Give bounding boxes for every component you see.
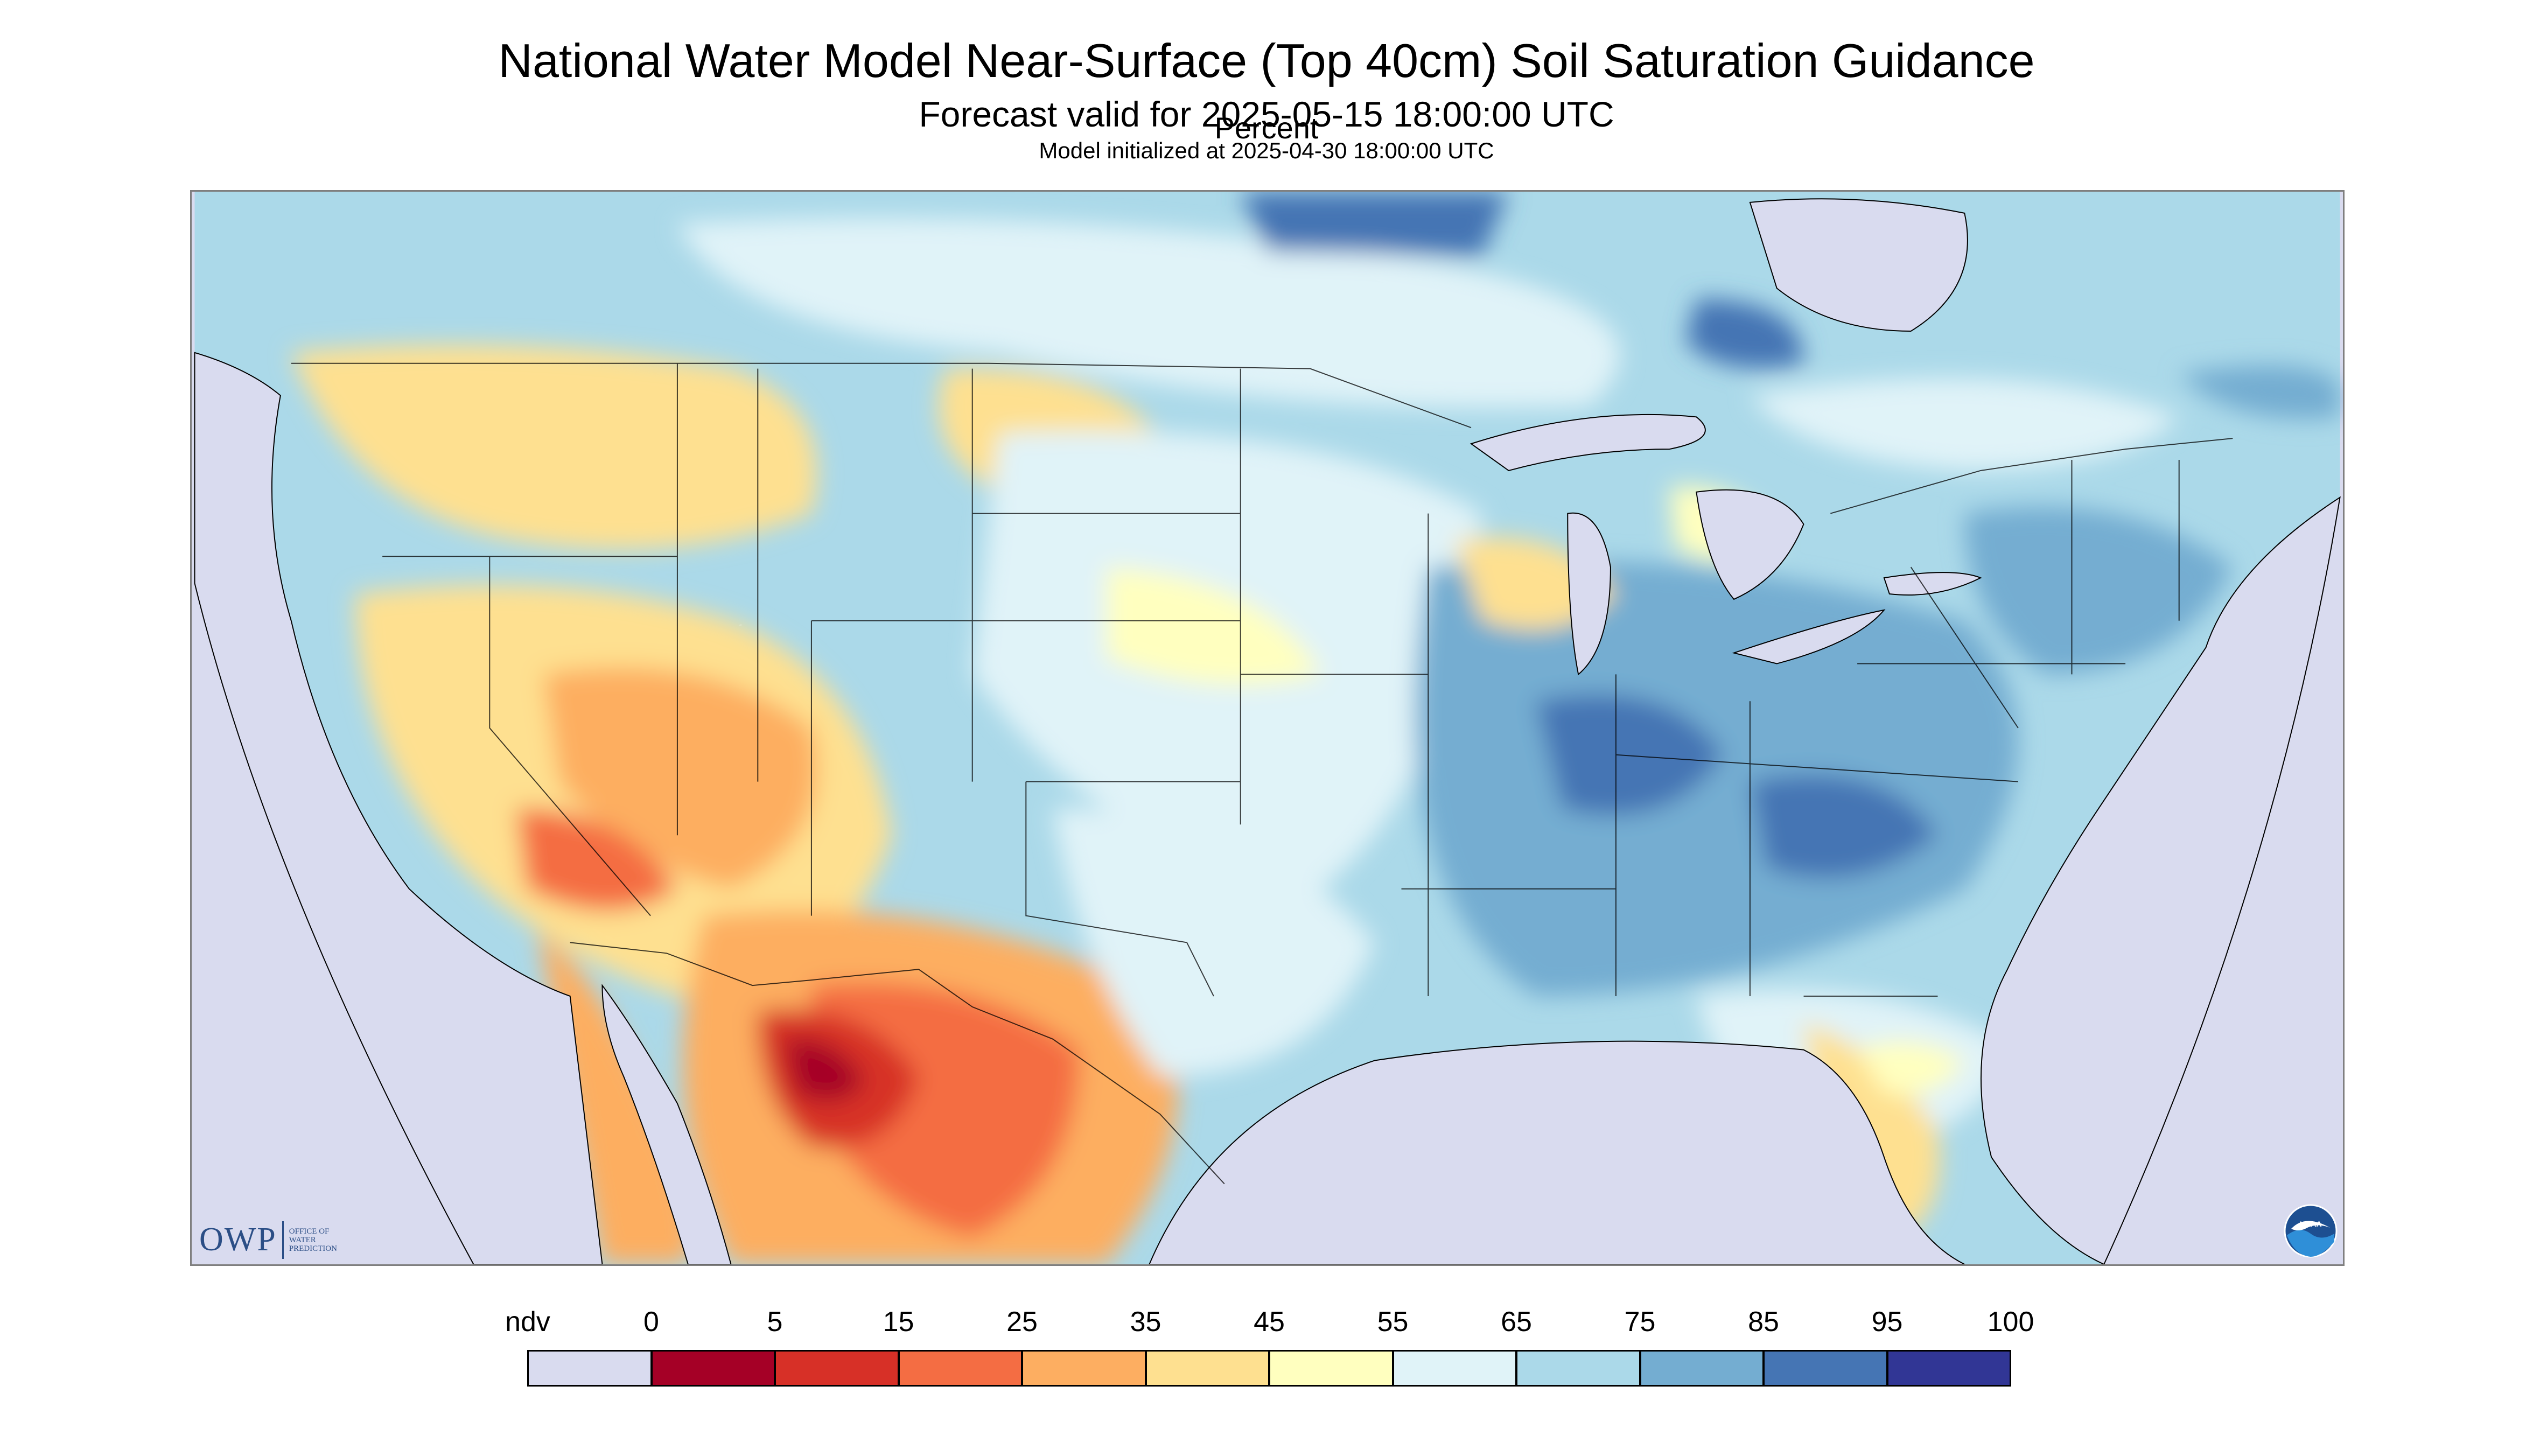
legend-swatch	[1145, 1350, 1270, 1387]
legend-swatch	[1021, 1350, 1146, 1387]
lake-michigan	[1567, 512, 1611, 676]
legend-tick-label: 5	[767, 1306, 783, 1338]
legend-tick-label: 45	[1254, 1306, 1285, 1338]
map-title: National Water Model Near-Surface (Top 4…	[498, 34, 2035, 87]
legend-unit-label: Percent	[1214, 111, 1319, 145]
legend-swatch	[1763, 1350, 1888, 1387]
legend-tick-label: 15	[883, 1306, 914, 1338]
owp-sub-line: WATER	[289, 1235, 316, 1244]
legend-swatch	[1516, 1350, 1641, 1387]
saturation-map[interactable]	[192, 192, 2343, 1264]
legend-tick-label: 85	[1748, 1306, 1779, 1338]
legend-tick-label: 95	[1871, 1306, 1903, 1338]
legend-tick-label: 0	[643, 1306, 659, 1338]
owp-logo[interactable]: OWP OFFICE OF WATER PREDICTION	[199, 1221, 337, 1259]
legend-tick-label: 65	[1501, 1306, 1532, 1338]
canada-us-border	[291, 362, 2233, 514]
owp-sub-line: PREDICTION	[289, 1244, 337, 1253]
owp-logo-text: OWP	[199, 1221, 277, 1258]
pacific-ocean	[194, 352, 603, 1264]
lake-erie	[1732, 609, 1886, 664]
legend-swatch	[1639, 1350, 1764, 1387]
legend-swatch	[1886, 1350, 2011, 1387]
owp-logo-divider	[282, 1221, 284, 1259]
gulf-of-mexico	[1149, 1040, 1965, 1264]
legend-tick-label: 100	[1987, 1306, 2034, 1338]
noaa-seal-icon[interactable]: NOAA	[2284, 1204, 2338, 1258]
boundaries	[291, 362, 2233, 1185]
legend-swatch	[1392, 1350, 1517, 1387]
legend-tick-label: 75	[1624, 1306, 1656, 1338]
legend-tick-label: 25	[1006, 1306, 1038, 1338]
noaa-logo-text: NOAA	[2299, 1220, 2321, 1228]
legend-swatch	[774, 1350, 899, 1387]
legend-tick-label: 35	[1130, 1306, 1161, 1338]
legend-swatch	[527, 1350, 652, 1387]
hudson-bay	[1749, 198, 1968, 332]
atlantic-ocean	[1980, 496, 2341, 1264]
forecast-valid-subtitle: Forecast valid for 2025-05-15 18:00:00 U…	[919, 94, 1614, 134]
color-legend: ndv 0 5 15 25 35 45 55 65 75 85 95 100	[0, 1292, 2533, 1454]
water-bodies	[194, 198, 2341, 1264]
map-frame[interactable]: OWP OFFICE OF WATER PREDICTION NOAA	[190, 190, 2345, 1266]
state-lines	[382, 363, 2180, 997]
legend-tick-label: ndv	[505, 1306, 550, 1338]
mexico-us-border	[570, 942, 1225, 1185]
owp-sub-line: OFFICE OF	[289, 1227, 330, 1236]
gulf-of-california	[601, 984, 732, 1264]
lake-ontario	[1883, 572, 1982, 596]
model-init-line: Model initialized at 2025-04-30 18:00:00…	[1039, 138, 1494, 163]
owp-logo-subtext: OFFICE OF WATER PREDICTION	[289, 1227, 337, 1253]
legend-swatch	[650, 1350, 775, 1387]
legend-tick-label: 55	[1377, 1306, 1409, 1338]
lake-superior	[1470, 414, 1706, 472]
legend-swatch	[1269, 1350, 1394, 1387]
lake-huron	[1696, 489, 1804, 600]
legend-swatch	[898, 1350, 1023, 1387]
